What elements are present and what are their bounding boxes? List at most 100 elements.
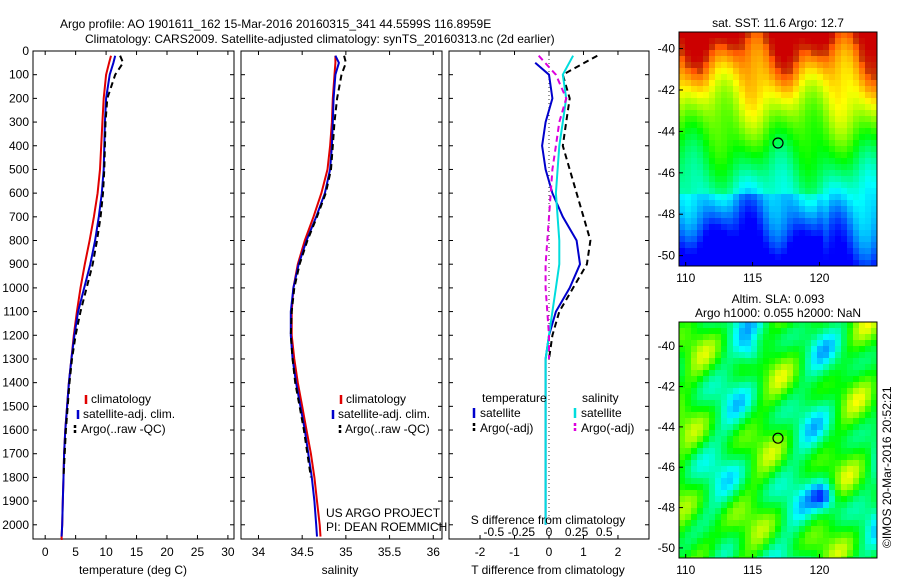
heatmap-cell <box>871 86 877 92</box>
heatmap-cell <box>685 86 691 92</box>
heatmap-cell <box>757 466 763 472</box>
heatmap-cell <box>859 370 865 376</box>
heatmap-cell <box>679 62 685 68</box>
heatmap-cell <box>691 74 697 80</box>
heatmap-cell <box>703 418 709 424</box>
heatmap-cell <box>781 128 787 134</box>
heatmap-cell <box>871 146 877 152</box>
heatmap-cell <box>721 128 727 134</box>
heatmap-cell <box>769 194 775 200</box>
heatmap-cell <box>721 358 727 364</box>
heatmap-cell <box>769 460 775 466</box>
heatmap-cell <box>829 358 835 364</box>
heatmap-cell <box>739 538 745 544</box>
heatmap-cell <box>787 526 793 532</box>
heatmap-cell <box>817 188 823 194</box>
heatmap-cell <box>847 224 853 230</box>
heatmap-cell <box>865 152 871 158</box>
heatmap-cell <box>823 98 829 104</box>
heatmap-cell <box>697 472 703 478</box>
heatmap-cell <box>679 206 685 212</box>
heatmap-cell <box>829 340 835 346</box>
heatmap-cell <box>739 98 745 104</box>
heatmap-cell <box>685 128 691 134</box>
heatmap-cell <box>685 134 691 140</box>
heatmap-cell <box>805 544 811 550</box>
heatmap-cell <box>775 418 781 424</box>
heatmap-cell <box>691 334 697 340</box>
heatmap-cell <box>799 32 805 38</box>
heatmap-cell <box>757 56 763 62</box>
heatmap-cell <box>853 212 859 218</box>
heatmap-cell <box>841 514 847 520</box>
heatmap-cell <box>763 436 769 442</box>
heatmap-cell <box>811 242 817 248</box>
heatmap-cell <box>709 436 715 442</box>
heatmap-cell <box>799 146 805 152</box>
heatmap-cell <box>715 526 721 532</box>
heatmap-cell <box>871 400 877 406</box>
heatmap-cell <box>799 448 805 454</box>
heatmap-cell <box>775 98 781 104</box>
heatmap-cell <box>793 230 799 236</box>
heatmap-cell <box>793 406 799 412</box>
heatmap-cell <box>841 388 847 394</box>
heatmap-cell <box>853 460 859 466</box>
heatmap-cell <box>799 472 805 478</box>
heatmap-cell <box>685 140 691 146</box>
heatmap-cell <box>703 92 709 98</box>
heatmap-cell <box>727 158 733 164</box>
heatmap-cell <box>757 358 763 364</box>
heatmap-cell <box>853 128 859 134</box>
heatmap-cell <box>721 50 727 56</box>
heatmap-cell <box>859 128 865 134</box>
heatmap-cell <box>703 514 709 520</box>
heatmap-cell <box>787 74 793 80</box>
heatmap-cell <box>679 442 685 448</box>
heatmap-cell <box>721 430 727 436</box>
heatmap-cell <box>751 412 757 418</box>
heatmap-cell <box>847 460 853 466</box>
heatmap-cell <box>817 50 823 56</box>
heatmap-cell <box>835 140 841 146</box>
heatmap-cell <box>721 538 727 544</box>
heatmap-cell <box>763 346 769 352</box>
lon-tick-label: 115 <box>743 271 762 285</box>
heatmap-cell <box>775 218 781 224</box>
heatmap-cell <box>829 140 835 146</box>
heatmap-cell <box>745 170 751 176</box>
heatmap-cell <box>721 406 727 412</box>
heatmap-cell <box>691 62 697 68</box>
heatmap-cell <box>763 116 769 122</box>
heatmap-cell <box>727 526 733 532</box>
heatmap-cell <box>811 466 817 472</box>
heatmap-cell <box>751 56 757 62</box>
heatmap-cell <box>697 550 703 556</box>
heatmap-cell <box>811 104 817 110</box>
heatmap-cell <box>685 80 691 86</box>
heatmap-cell <box>853 358 859 364</box>
heatmap-cell <box>811 538 817 544</box>
heatmap-cell <box>763 454 769 460</box>
heatmap-cell <box>799 376 805 382</box>
heatmap-cell <box>739 236 745 242</box>
heatmap-cell <box>715 460 721 466</box>
heatmap-cell <box>715 550 721 556</box>
heatmap-cell <box>811 406 817 412</box>
heatmap-cell <box>871 50 877 56</box>
heatmap-cell <box>793 158 799 164</box>
heatmap-cell <box>769 212 775 218</box>
heatmap-cell <box>793 128 799 134</box>
heatmap-cell <box>727 128 733 134</box>
x-tick-label: 0 <box>42 545 49 559</box>
heatmap-cell <box>835 98 841 104</box>
heatmap-cell <box>763 340 769 346</box>
heatmap-cell <box>709 466 715 472</box>
heatmap-cell <box>871 424 877 430</box>
heatmap-cell <box>865 110 871 116</box>
heatmap-cell <box>745 254 751 260</box>
heatmap-cell <box>727 394 733 400</box>
heatmap-cell <box>781 98 787 104</box>
heatmap-cell <box>685 56 691 62</box>
heatmap-cell <box>847 242 853 248</box>
